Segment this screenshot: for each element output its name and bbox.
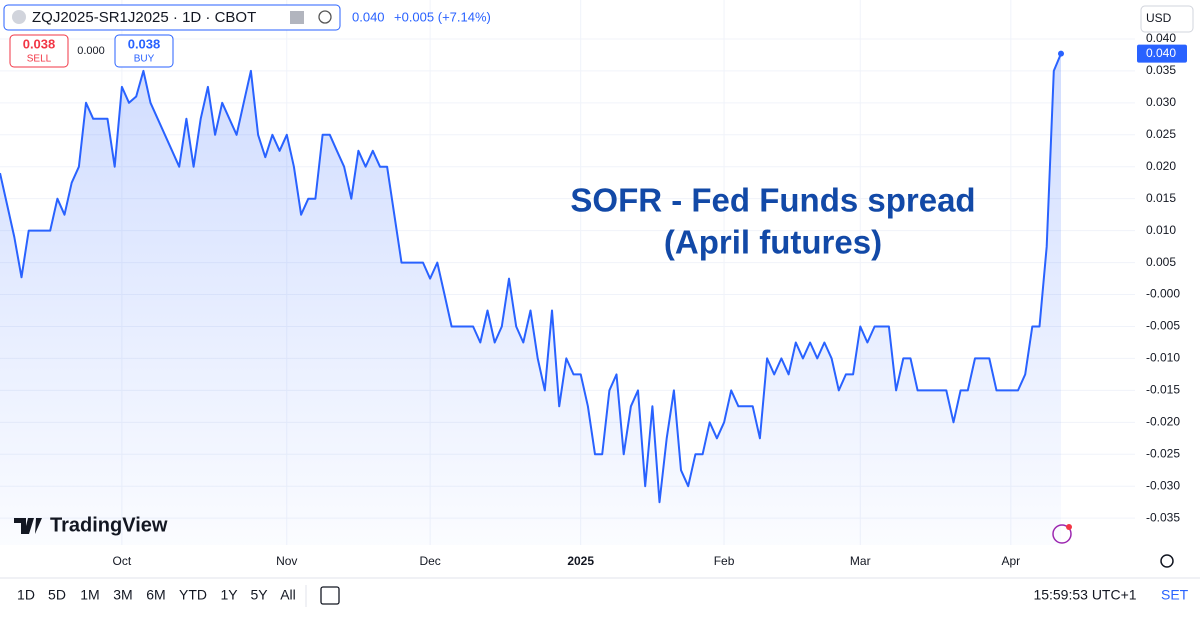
currency-box[interactable] xyxy=(1140,5,1194,33)
x-tick-label: Oct xyxy=(113,554,132,568)
y-tick-label: 0.040 xyxy=(1146,31,1176,45)
range-button[interactable]: YTD xyxy=(179,587,207,603)
x-tick-label: Nov xyxy=(276,554,297,568)
buy-price[interactable]: 0.038 xyxy=(128,36,161,51)
line xyxy=(0,53,1062,504)
annotation: (April futures) xyxy=(664,224,882,261)
range-buttons: 1D 5D 1M 3M 6M YTD 1Y 5Y All xyxy=(17,587,296,603)
x-tick-label: Dec xyxy=(419,554,440,568)
y-tick-label: 0.010 xyxy=(1146,223,1176,237)
alert-icon[interactable] xyxy=(1052,524,1072,544)
close-icon[interactable] xyxy=(318,10,332,24)
range-button[interactable]: 1M xyxy=(80,587,99,603)
y-tick-label: -0.010 xyxy=(1146,351,1180,365)
buy-button[interactable] xyxy=(114,34,174,68)
x-tick-label: Apr xyxy=(1001,554,1020,568)
settings-icon[interactable] xyxy=(1160,554,1174,568)
y-tick-label: -0.015 xyxy=(1146,383,1180,397)
sell-button[interactable] xyxy=(9,34,69,68)
range-button[interactable]: All xyxy=(280,587,296,603)
y-tick-label: -0.025 xyxy=(1146,446,1180,460)
price: 0.040 xyxy=(352,9,385,24)
range-button[interactable]: 1D xyxy=(17,587,35,603)
plot-area xyxy=(0,0,1135,545)
settings-button[interactable]: SET xyxy=(1161,587,1189,603)
x-tick-label: Feb xyxy=(714,554,735,568)
currency[interactable]: USD xyxy=(1146,11,1172,25)
y-tick-label: 0.020 xyxy=(1146,159,1176,173)
flag-icon[interactable] xyxy=(290,11,304,24)
last-point xyxy=(1058,50,1064,57)
brand-logo xyxy=(14,518,42,534)
price-tag xyxy=(1137,44,1187,63)
sell-label[interactable]: SELL xyxy=(27,54,52,65)
x-tick-label: Mar xyxy=(850,554,871,568)
brand: TradingView xyxy=(50,514,168,536)
range-button[interactable]: 1Y xyxy=(220,587,238,603)
symbol-box[interactable] xyxy=(3,4,341,31)
range-button[interactable]: 5Y xyxy=(250,587,268,603)
buy-label[interactable]: BUY xyxy=(134,54,155,65)
y-tick-label: -0.030 xyxy=(1146,478,1180,492)
x-tick-label: 2025 xyxy=(567,554,594,568)
y-tick-label: -0.000 xyxy=(1146,287,1180,301)
y-tick-label: 0.015 xyxy=(1146,191,1176,205)
range-button[interactable]: 6M xyxy=(146,587,165,603)
y-tick-label: 0.025 xyxy=(1146,127,1176,141)
y-tick-label: -0.020 xyxy=(1146,414,1180,428)
area xyxy=(0,53,1061,545)
y-tick-label: 0.030 xyxy=(1146,95,1176,109)
spread: 0.000 xyxy=(77,45,105,57)
range-button[interactable]: 3M xyxy=(113,587,132,603)
date-range-icon[interactable] xyxy=(320,586,340,605)
clock: 15:59:53 UTC+1 xyxy=(1033,587,1136,603)
symbol-icon xyxy=(12,10,26,24)
y-tick-label: -0.035 xyxy=(1146,510,1180,524)
y-tick-label: 0.005 xyxy=(1146,255,1176,269)
y-tick-label: -0.005 xyxy=(1146,319,1180,333)
sell-price[interactable]: 0.038 xyxy=(23,36,56,51)
alert-dot xyxy=(1066,524,1072,530)
y-tick-label: 0.035 xyxy=(1146,63,1176,77)
price-change: +0.005 (+7.14%) xyxy=(394,9,491,24)
annotation: SOFR - Fed Funds spread xyxy=(570,182,975,219)
range-button[interactable]: 5D xyxy=(48,587,66,603)
price-tag-label: 0.040 xyxy=(1146,46,1176,60)
symbol[interactable]: ZQJ2025-SR1J2025 · 1D · CBOT xyxy=(32,9,256,26)
